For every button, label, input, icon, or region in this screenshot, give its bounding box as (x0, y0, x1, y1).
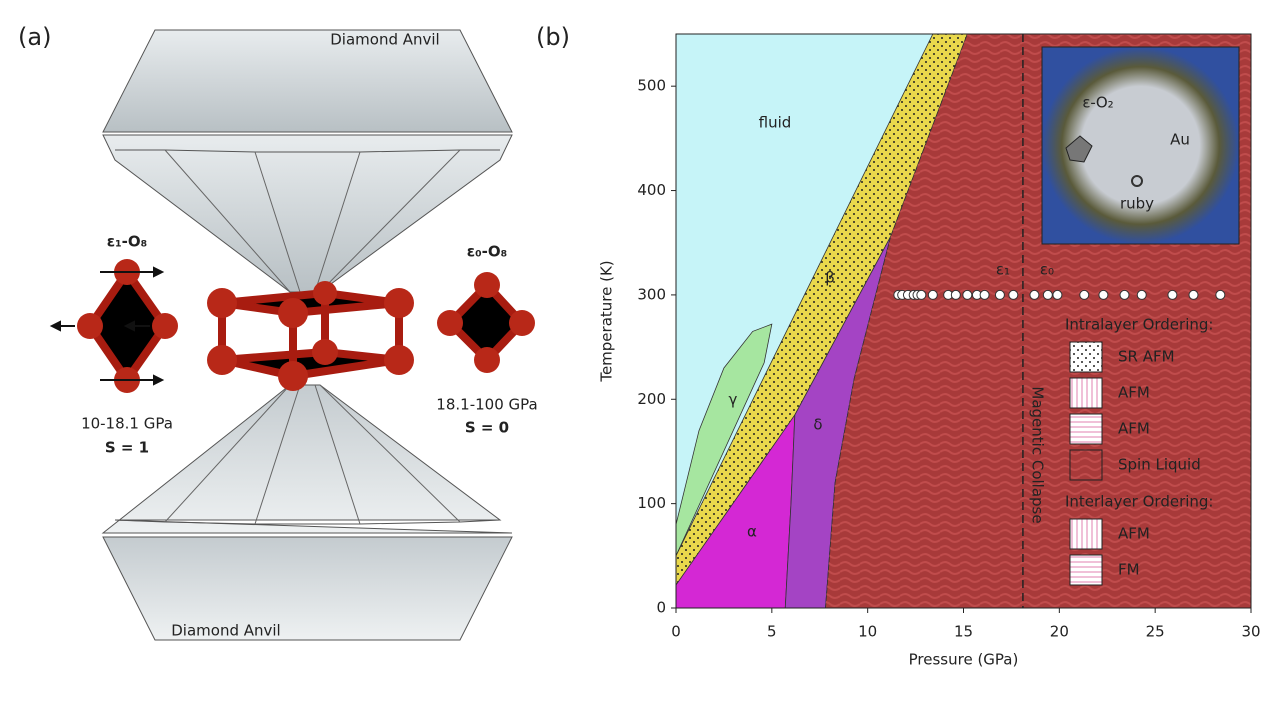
spin: S = 1 (105, 439, 149, 457)
legend-label: AFM (1118, 525, 1150, 543)
pressure-range: 10-18.1 GPa (81, 415, 173, 433)
legend-label: AFM (1118, 384, 1150, 402)
region-label: δ (813, 416, 822, 434)
x-tick-label: 25 (1146, 623, 1165, 641)
data-point (1188, 289, 1199, 300)
region-label: β (825, 269, 835, 287)
legend-swatch (1069, 341, 1103, 373)
data-point (1079, 289, 1090, 300)
data-point (927, 289, 938, 300)
legend-label: SR AFM (1118, 348, 1175, 366)
y-axis-title: Temperature (K) (598, 260, 616, 382)
x-tick-label: 15 (954, 623, 973, 641)
data-point (1215, 289, 1226, 300)
data-point (1098, 289, 1109, 300)
phase-pattern (676, 34, 968, 586)
x-tick-label: 20 (1050, 623, 1069, 641)
y-tick-label: 500 (637, 77, 666, 95)
data-point (916, 289, 927, 300)
data-point (1167, 289, 1178, 300)
data-point (1008, 289, 1019, 300)
legend-title: Interlayer Ordering: (1065, 493, 1213, 511)
region-label: γ (729, 391, 738, 409)
arrows (49, 266, 165, 386)
y-tick-label: 0 (656, 599, 666, 617)
x-tick-label: 30 (1241, 623, 1260, 641)
data-point (1119, 289, 1130, 300)
x-tick-label: 5 (767, 623, 777, 641)
phase-name: ε₀-O₈ (467, 243, 507, 261)
data-point (979, 289, 990, 300)
x-tick-label: 0 (671, 623, 681, 641)
y-tick-label: 100 (637, 494, 666, 512)
panel-label: (b) (536, 23, 570, 51)
phase-label: ε₁ (996, 261, 1010, 279)
sample (1065, 135, 1093, 163)
inset-label: Au (1170, 131, 1190, 149)
pressure-range: 18.1-100 GPa (436, 396, 537, 414)
legend-label: AFM (1118, 420, 1150, 438)
anvil-label: Diamond Anvil (171, 622, 280, 640)
spin: S = 0 (465, 419, 509, 437)
phase-name: ε₁-O₈ (107, 233, 147, 251)
x-axis-title: Pressure (GPa) (909, 651, 1019, 669)
atoms (77, 259, 535, 393)
transition-label: Magentic Collapse (1028, 386, 1046, 523)
region-label: fluid (759, 114, 792, 132)
y-tick-label: 300 (637, 285, 666, 303)
legend-swatch (1069, 554, 1103, 586)
region-label: α (747, 523, 757, 541)
anvil (102, 29, 513, 133)
phase-region (676, 323, 773, 556)
data-point (1052, 289, 1063, 300)
data-point (994, 289, 1005, 300)
y-tick-label: 400 (637, 181, 666, 199)
x-tick-label: 10 (858, 623, 877, 641)
legend-swatch (1069, 413, 1103, 445)
legend-title: Intralayer Ordering: (1065, 316, 1213, 334)
data-point (962, 289, 973, 300)
data-point (1029, 289, 1040, 300)
inset-label: ruby (1120, 195, 1154, 213)
legend-swatch (1069, 518, 1103, 550)
legend-swatch (1069, 377, 1103, 409)
anvil (102, 536, 513, 641)
legend-swatch (1069, 449, 1103, 481)
legend-label: FM (1118, 561, 1140, 579)
data-point (1042, 289, 1053, 300)
y-tick-label: 200 (637, 390, 666, 408)
ruby (1131, 175, 1143, 187)
panel-label: (a) (18, 23, 51, 51)
anvil (102, 134, 513, 293)
inset-label: ε-O₂ (1082, 94, 1113, 112)
data-point (950, 289, 961, 300)
anvil-label: Diamond Anvil (330, 31, 439, 49)
phase-label: ε₀ (1040, 261, 1054, 279)
legend-label: Spin Liquid (1118, 456, 1201, 474)
panel-a: (a) Diamond Anvil Diamond Anvil ε₁-O₈ 10… (18, 23, 538, 641)
data-point (1136, 289, 1147, 300)
